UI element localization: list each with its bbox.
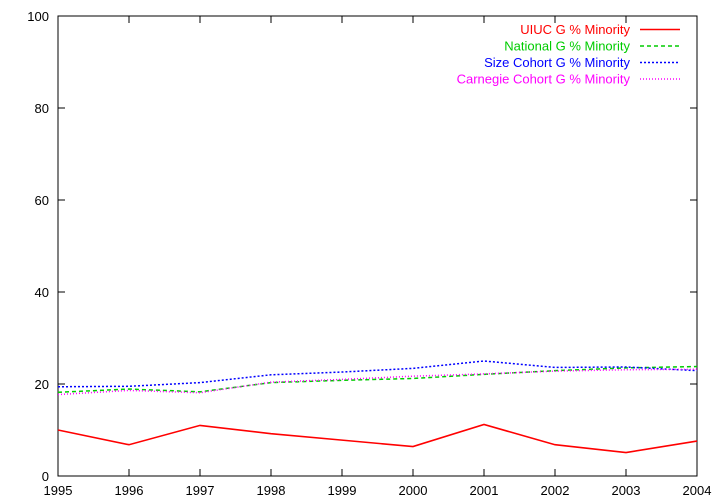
x-tick-label: 2002 [541, 483, 570, 498]
y-tick-label: 80 [35, 101, 49, 116]
legend-entry-label: UIUC G % Minority [520, 22, 630, 37]
series-line-1 [57, 423, 698, 454]
x-tick-label: 1999 [328, 483, 357, 498]
x-tick-label: 1995 [44, 483, 73, 498]
series-line-4 [57, 368, 698, 396]
plot-axes [57, 15, 698, 477]
y-tick-label: 20 [35, 377, 49, 392]
series-lines [57, 360, 698, 454]
y-axis-ticks: 0 20 40 60 80 100 [27, 9, 697, 484]
y-tick-label: 60 [35, 193, 49, 208]
y-tick-label: 100 [27, 9, 49, 24]
series-line-2 [57, 365, 698, 394]
x-tick-label: 2000 [399, 483, 428, 498]
x-tick-label: 2003 [612, 483, 641, 498]
legend-entry-label: Carnegie Cohort G % Minority [457, 72, 631, 87]
legend: UIUC G % Minority National G % MinoritySi… [457, 22, 680, 87]
x-tick-label: 1998 [257, 483, 286, 498]
series-line-3 [57, 360, 698, 388]
x-tick-label: 2004 [683, 483, 712, 498]
y-tick-label: 0 [42, 469, 49, 484]
x-axis-ticks: 1995 1996 1997 1998 1999 2000 2001 2002 2003 2004 [44, 16, 712, 498]
x-tick-label: 1996 [115, 483, 144, 498]
legend-entry-label: Size Cohort G % Minority [484, 55, 630, 70]
legend-entry-label: National G % Minority [504, 39, 630, 54]
y-tick-label: 40 [35, 285, 49, 300]
x-tick-label: 1997 [186, 483, 215, 498]
plot-frame [57, 15, 698, 477]
x-tick-label: 2001 [470, 483, 499, 498]
